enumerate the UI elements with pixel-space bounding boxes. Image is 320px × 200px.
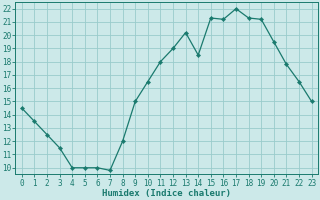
X-axis label: Humidex (Indice chaleur): Humidex (Indice chaleur) <box>102 189 231 198</box>
